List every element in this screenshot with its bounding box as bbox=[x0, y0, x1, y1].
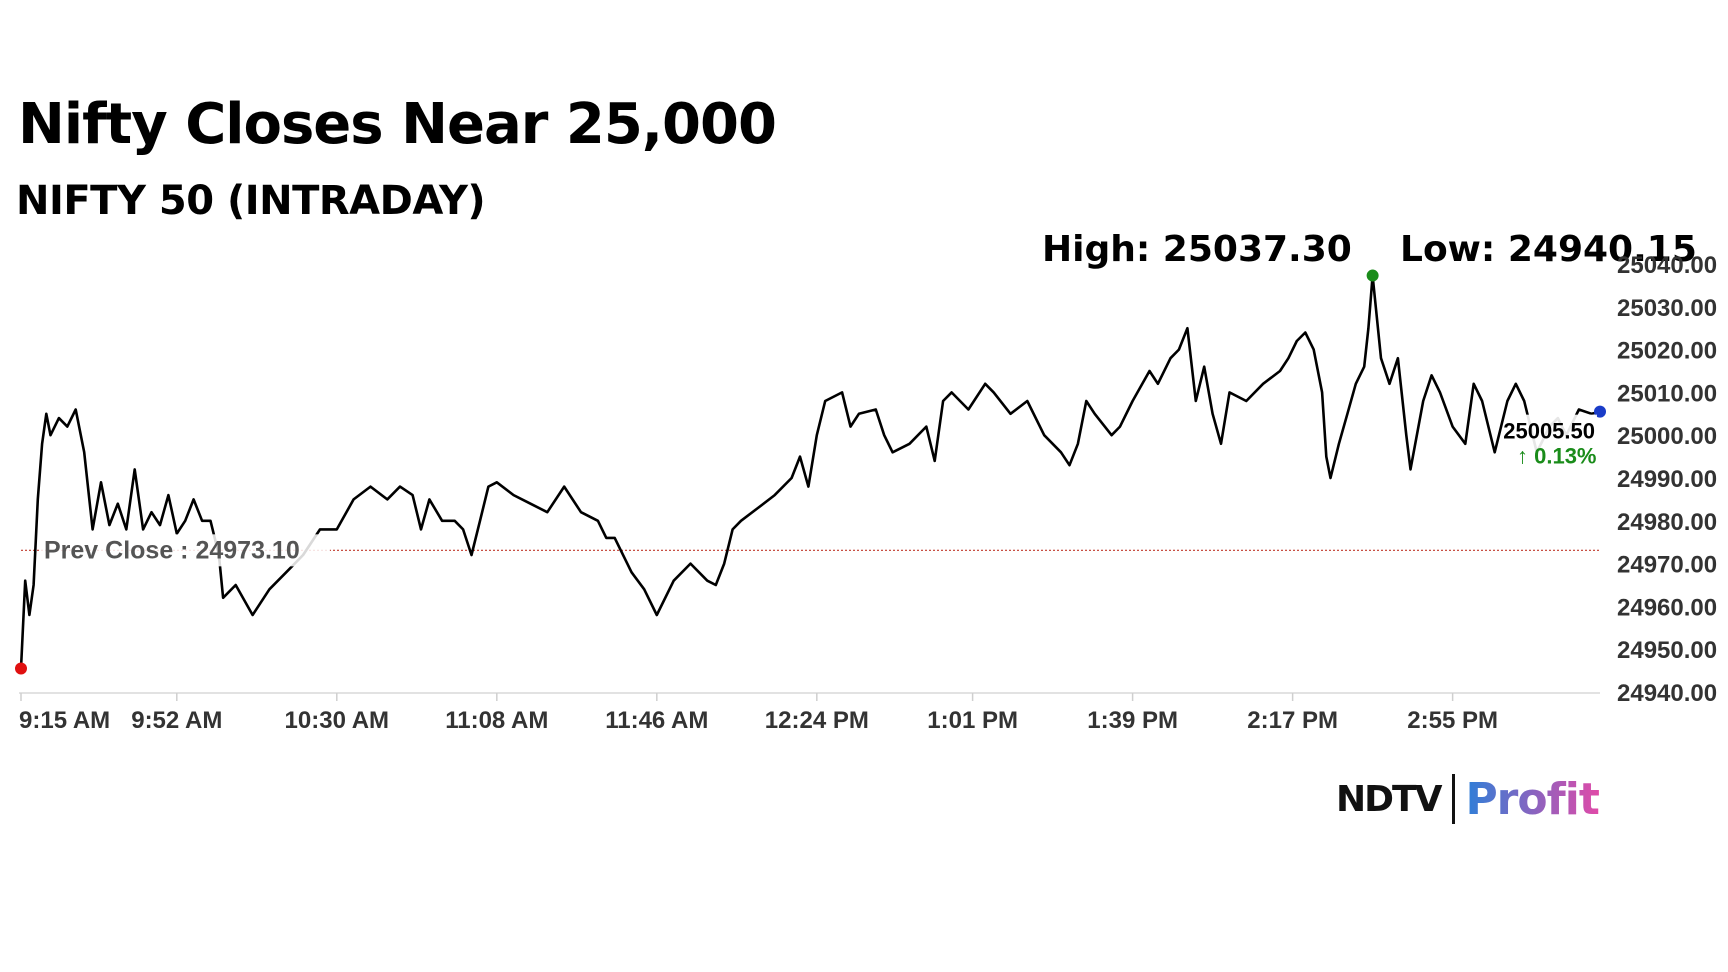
y-tick-label: 24970.00 bbox=[1617, 552, 1717, 579]
x-tick-label: 9:15 AM bbox=[19, 707, 110, 734]
logo-divider bbox=[1452, 774, 1456, 824]
x-tick-label: 11:08 AM bbox=[445, 707, 548, 734]
x-tick-label: 2:55 PM bbox=[1407, 707, 1498, 734]
x-tick-label: 1:01 PM bbox=[927, 707, 1018, 734]
x-tick-label: 1:39 PM bbox=[1087, 707, 1178, 734]
y-tick-label: 25040.00 bbox=[1617, 252, 1717, 279]
y-tick-label: 24980.00 bbox=[1617, 509, 1717, 536]
last-price-label: 25005.50 bbox=[1503, 419, 1595, 444]
low-label: Low: 24940.15 bbox=[1400, 229, 1697, 270]
ndtv-wordmark: NDTV bbox=[1336, 778, 1442, 820]
last-change-label: ↑ 0.13% bbox=[1517, 444, 1597, 469]
y-tick-label: 25020.00 bbox=[1617, 338, 1717, 365]
x-tick-label: 9:52 AM bbox=[131, 707, 222, 734]
profit-wordmark: Profit bbox=[1465, 773, 1599, 825]
ndtv-profit-logo: NDTV Profit bbox=[1336, 773, 1600, 825]
chart-title: Nifty Closes Near 25,000 bbox=[18, 92, 777, 157]
chart-subtitle: NIFTY 50 (INTRADAY) bbox=[16, 178, 486, 224]
y-tick-label: 24950.00 bbox=[1617, 637, 1717, 664]
y-tick-label: 24940.00 bbox=[1617, 680, 1717, 707]
high-label: High: 25037.30 bbox=[1042, 229, 1352, 270]
y-tick-label: 25030.00 bbox=[1617, 295, 1717, 322]
high-marker bbox=[1366, 269, 1379, 282]
prev-close-label-bg bbox=[40, 534, 330, 567]
y-tick-label: 24990.00 bbox=[1617, 466, 1717, 493]
x-tick-label: 2:17 PM bbox=[1247, 707, 1338, 734]
x-tick-label: 11:46 AM bbox=[605, 707, 708, 734]
low-marker bbox=[15, 662, 27, 675]
prev-close-label-group: Prev Close : 24973.10 bbox=[40, 534, 330, 567]
x-tick-label: 10:30 AM bbox=[285, 707, 389, 734]
prev-close-label: Prev Close : 24973.10 bbox=[44, 536, 300, 564]
last-price-callout-bg bbox=[1515, 414, 1597, 473]
y-tick-label: 24960.00 bbox=[1617, 594, 1717, 621]
y-tick-label: 25010.00 bbox=[1617, 380, 1717, 407]
y-tick-label: 25000.00 bbox=[1617, 423, 1717, 450]
price-series-line bbox=[19, 274, 1601, 669]
x-tick-label: 12:24 PM bbox=[765, 707, 869, 734]
